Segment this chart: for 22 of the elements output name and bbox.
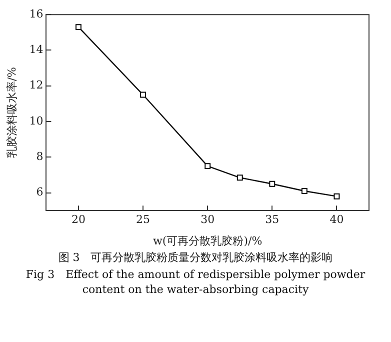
y-tick-label: 14 (29, 43, 44, 56)
point (76, 24, 82, 30)
y-tick-label: 10 (29, 114, 44, 128)
x-axis-title: w(可再分散乳胶粉)/% (153, 234, 262, 248)
x-tick-label: 40 (330, 213, 344, 226)
x-tick-label: 20 (71, 213, 86, 226)
x-tick-label: 25 (136, 213, 150, 226)
y-tick-label: 16 (29, 7, 44, 20)
point (301, 188, 308, 194)
y-tick-label: 12 (29, 78, 44, 92)
point (334, 193, 340, 200)
point (236, 174, 243, 181)
y-tick-label: 6 (36, 186, 44, 199)
x-tick-label: 30 (200, 213, 215, 226)
point (269, 180, 276, 187)
caption: 图 3 可再分散乳胶粉质量分数对乳胶涂料吸水率的影响 (57, 250, 334, 265)
x-tick-label: 35 (265, 213, 280, 226)
y-axis-title: 乳胶涂料吸水率/% (5, 67, 18, 158)
point (204, 163, 211, 170)
caption: Fig 3 Effect of the amount of redispersible polymer powder content on the water-absorbing capacity (24, 267, 366, 297)
y-tick-label: 8 (36, 150, 44, 164)
point (140, 92, 146, 98)
